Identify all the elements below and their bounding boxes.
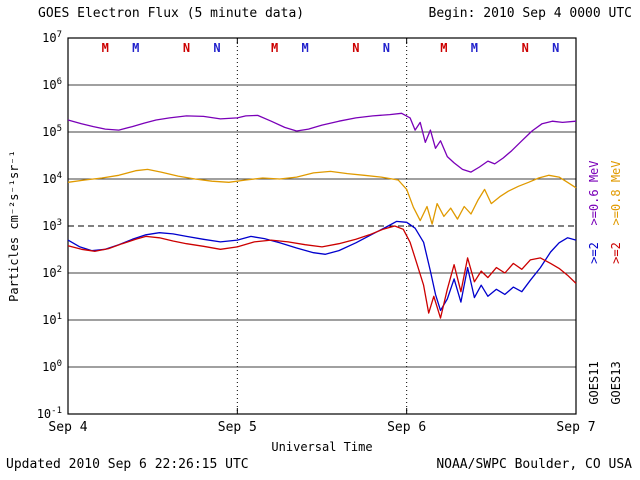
satellite-midnight-marker: M — [271, 41, 278, 55]
y-tick-label: 102 — [42, 265, 62, 280]
satellite-midnight-marker: M — [301, 41, 308, 55]
satellite-midnight-marker: M — [471, 41, 478, 55]
x-tick-label: Sep 5 — [218, 420, 257, 435]
y-tick-label: 100 — [42, 359, 62, 374]
series-goes13-2-mev — [67, 225, 577, 319]
y-tick-label: 103 — [42, 218, 62, 233]
y-tick-label: 10-1 — [37, 406, 62, 421]
series-goes11-2-mev — [67, 220, 577, 312]
legend-energy-goes11: >=0.6 MeV — [587, 160, 601, 226]
series-goes13-0-8-mev — [67, 168, 577, 225]
plot-frame — [67, 37, 577, 415]
y-tick-label: 105 — [42, 124, 62, 139]
satellite-noon-marker: N — [352, 41, 359, 55]
satellite-noon-marker: N — [213, 41, 220, 55]
begin-label: Begin: 2010 Sep 4 0000 UTC — [428, 6, 633, 21]
satellite-midnight-marker: M — [440, 41, 447, 55]
satellite-midnight-marker: M — [102, 41, 109, 55]
updated-timestamp: Updated 2010 Sep 6 22:26:15 UTC — [6, 457, 249, 472]
satellite-noon-marker: N — [522, 41, 529, 55]
y-tick-label: 101 — [42, 312, 62, 327]
x-axis-label: Universal Time — [271, 440, 373, 454]
legend-sat-goes13: GOES13 — [609, 361, 623, 405]
chart-title: GOES Electron Flux (5 minute data) — [38, 6, 305, 21]
satellite-noon-marker: N — [183, 41, 190, 55]
y-axis-label: Particles cm⁻²s⁻¹sr⁻¹ — [7, 150, 21, 302]
satellite-midnight-marker: M — [132, 41, 139, 55]
series-goes11-0-6-mev — [67, 112, 577, 173]
x-tick-label: Sep 7 — [556, 420, 595, 435]
legend-e2-goes13: >=2 — [609, 242, 623, 264]
legend-sat-goes11: GOES11 — [587, 361, 601, 405]
x-tick-label: Sep 6 — [387, 420, 426, 435]
y-tick-label: 104 — [42, 171, 62, 186]
x-tick-label: Sep 4 — [48, 420, 87, 435]
legend-energy-goes13: >=0.8 MeV — [609, 160, 623, 226]
satellite-noon-marker: N — [552, 41, 559, 55]
satellite-noon-marker: N — [383, 41, 390, 55]
y-tick-label: 106 — [42, 77, 62, 92]
y-tick-label: 107 — [42, 30, 62, 45]
legend-e2-goes11: >=2 — [587, 242, 601, 264]
credit-label: NOAA/SWPC Boulder, CO USA — [436, 457, 632, 472]
